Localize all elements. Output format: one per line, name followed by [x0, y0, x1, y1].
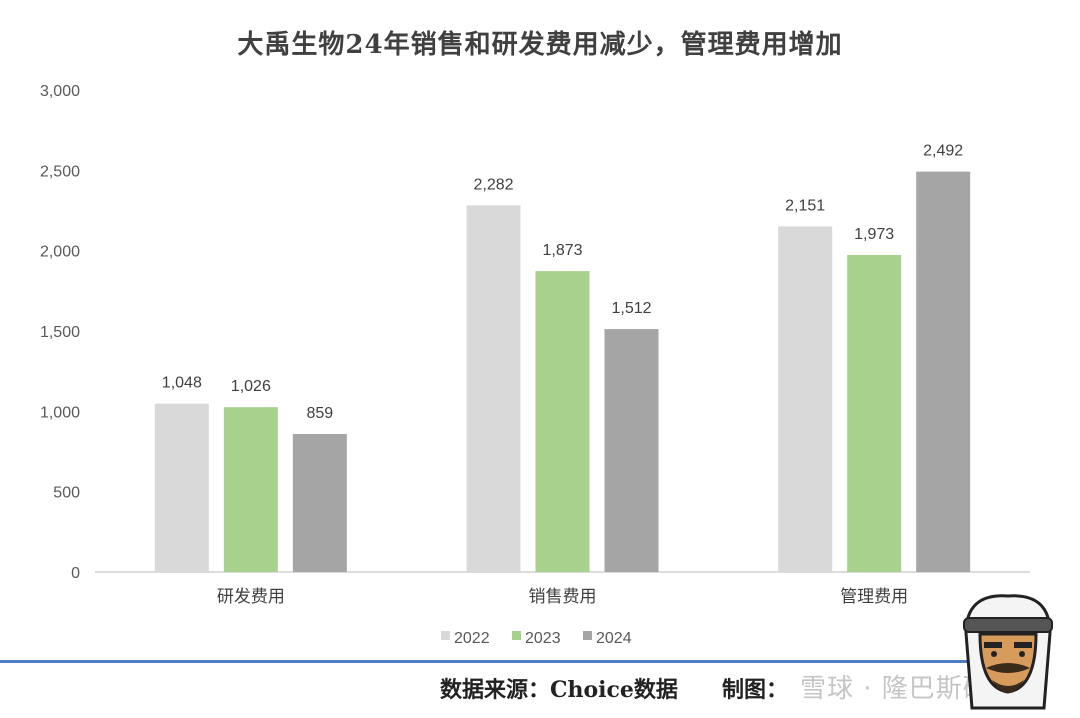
bar — [467, 205, 521, 572]
data-label: 1,026 — [231, 378, 271, 395]
legend-label: 2024 — [596, 630, 632, 647]
legend-swatch — [512, 631, 521, 640]
y-tick-label: 1,500 — [40, 324, 80, 341]
mascot-logo-icon — [946, 588, 1066, 713]
y-tick-label: 1,000 — [40, 404, 80, 421]
bar — [916, 172, 970, 572]
footer-divider — [0, 660, 1015, 663]
legend-label: 2022 — [454, 630, 490, 647]
category-label: 研发费用 — [217, 587, 285, 607]
legend-label: 2023 — [525, 630, 561, 647]
y-tick-label: 500 — [53, 485, 80, 502]
data-label: 1,873 — [542, 242, 582, 259]
chart-maker-note: 制图： — [722, 672, 788, 704]
data-label: 2,282 — [473, 176, 513, 193]
legend-swatch — [441, 631, 450, 640]
legend-swatch — [583, 631, 592, 640]
bar — [155, 404, 209, 572]
bar — [605, 329, 659, 572]
data-label: 2,151 — [785, 197, 825, 214]
bar — [778, 226, 832, 572]
y-tick-label: 0 — [71, 565, 80, 582]
bar — [224, 407, 278, 572]
category-label: 销售费用 — [529, 587, 597, 607]
y-tick-label: 2,500 — [40, 163, 80, 180]
data-source-note: 数据来源：Choice数据 — [440, 672, 678, 704]
data-label: 1,512 — [611, 300, 651, 317]
bar — [293, 434, 347, 572]
bar-chart: 0 500 1,000 1,500 2,000 2,500 3,000 1,048 1,026 8… — [0, 0, 1080, 660]
bar — [847, 255, 901, 572]
data-label: 1,973 — [854, 226, 894, 243]
data-label: 859 — [306, 405, 333, 422]
data-label: 1,048 — [162, 375, 202, 392]
data-label: 2,492 — [923, 143, 963, 160]
bar — [536, 271, 590, 572]
y-tick-label: 3,000 — [40, 83, 80, 100]
category-label: 管理费用 — [840, 587, 908, 607]
y-tick-label: 2,000 — [40, 244, 80, 261]
